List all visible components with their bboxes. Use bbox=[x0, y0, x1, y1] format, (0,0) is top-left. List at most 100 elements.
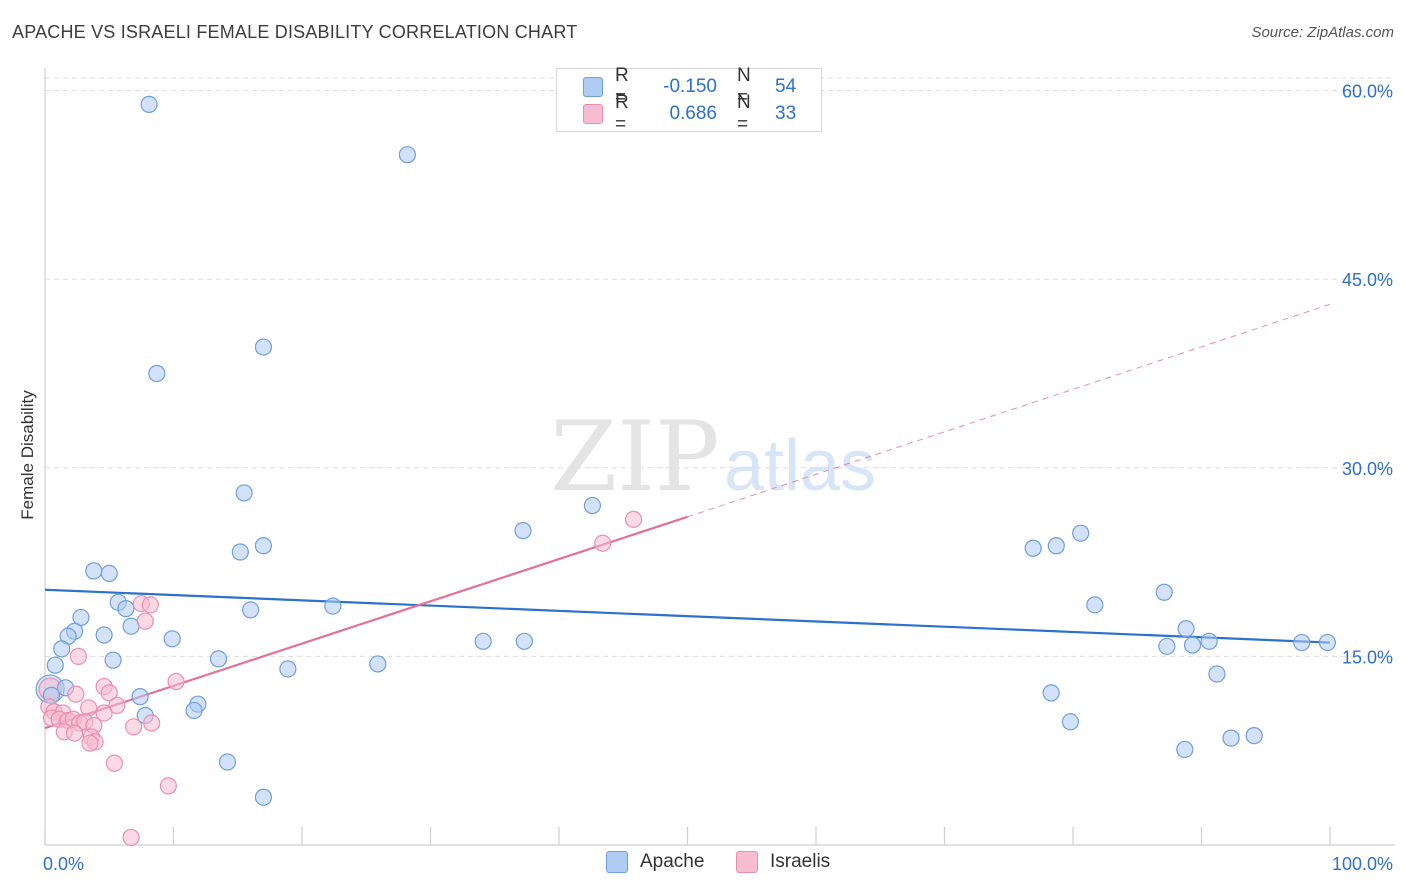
apache-point bbox=[1086, 596, 1104, 614]
correlation-legend: R = -0.150 N = 54 R = 0.686 N = 33 bbox=[556, 65, 822, 135]
israeli-point bbox=[141, 596, 159, 614]
apache-point bbox=[514, 522, 532, 540]
watermark-atlas: atlas bbox=[724, 426, 876, 506]
israeli-n-value: 33 bbox=[775, 103, 797, 124]
apache-point bbox=[324, 597, 342, 615]
legend-row-israeli: R = 0.686 N = 33 bbox=[583, 92, 797, 135]
apache-point bbox=[1222, 729, 1240, 747]
apache-point bbox=[163, 630, 181, 648]
israeli-point bbox=[69, 647, 88, 665]
apache-swatch bbox=[583, 77, 603, 97]
israeli-point bbox=[105, 754, 123, 772]
apache-point bbox=[1177, 620, 1195, 638]
apache-point bbox=[398, 146, 416, 164]
legend-row-apache: R = -0.150 N = 54 bbox=[583, 65, 797, 108]
apache-point bbox=[369, 655, 387, 673]
israeli-point bbox=[81, 734, 99, 752]
y-tick-label: 60.0% bbox=[1342, 82, 1393, 102]
apache-point bbox=[1042, 684, 1060, 702]
watermark: ZIP atlas bbox=[550, 401, 876, 513]
apache-point bbox=[515, 632, 533, 650]
israeli-point bbox=[95, 704, 113, 722]
apache-point bbox=[254, 537, 273, 555]
gridlines bbox=[45, 77, 1395, 657]
apache-trend-line bbox=[44, 588, 1331, 644]
apache-point bbox=[254, 338, 273, 356]
apache-point bbox=[1158, 637, 1176, 655]
apache-point bbox=[1293, 633, 1311, 652]
axes bbox=[44, 68, 1395, 846]
y-axis-label: Female Disability bbox=[18, 390, 37, 520]
apache-point bbox=[218, 753, 237, 771]
y-tick-label: 30.0% bbox=[1342, 459, 1393, 479]
apache-point bbox=[1176, 740, 1194, 759]
israeli-trend-extension bbox=[687, 303, 1331, 518]
apache-point bbox=[53, 640, 71, 658]
apache-point bbox=[1024, 539, 1042, 557]
israelis-legend-label: Israelis bbox=[770, 851, 831, 872]
apache-point bbox=[72, 608, 90, 627]
apache-point bbox=[1245, 727, 1263, 745]
israeli-point bbox=[122, 828, 140, 847]
apache-point bbox=[1155, 583, 1173, 601]
israeli-point bbox=[624, 510, 643, 528]
apache-point bbox=[254, 788, 273, 806]
apache-point bbox=[104, 651, 122, 669]
apache-point bbox=[1047, 537, 1065, 555]
israeli-point bbox=[65, 724, 84, 742]
israeli-point bbox=[67, 685, 85, 703]
apache-n-label: N = bbox=[737, 65, 751, 108]
israeli-r-label: R = bbox=[615, 92, 629, 135]
apache-point bbox=[46, 656, 64, 674]
apache-n-value: 54 bbox=[775, 76, 797, 97]
apache-point bbox=[131, 688, 149, 706]
israeli-point bbox=[125, 718, 143, 736]
source-credit: Source: ZipAtlas.com bbox=[1251, 24, 1394, 41]
data-points bbox=[35, 95, 1337, 847]
israeli-point bbox=[143, 714, 161, 732]
watermark-zip: ZIP bbox=[550, 401, 719, 513]
israeli-point bbox=[159, 777, 177, 795]
israelis-legend-swatch bbox=[736, 851, 758, 873]
apache-point bbox=[1183, 636, 1202, 654]
trend-lines bbox=[44, 303, 1331, 730]
apache-point bbox=[474, 632, 492, 650]
apache-point bbox=[185, 701, 203, 720]
apache-point bbox=[231, 543, 249, 561]
tick-labels: 15.0% 30.0% 45.0% 60.0% 0.0% 100.0% bbox=[43, 82, 1393, 874]
apache-point bbox=[583, 496, 602, 515]
apache-point bbox=[117, 600, 135, 618]
israeli-swatch bbox=[583, 104, 603, 124]
apache-legend-label: Apache bbox=[640, 851, 705, 872]
x-tick-label-min: 0.0% bbox=[43, 854, 84, 874]
apache-point bbox=[235, 484, 253, 502]
y-tick-label: 15.0% bbox=[1342, 647, 1393, 667]
israeli-n-label: N = bbox=[737, 92, 751, 135]
apache-point bbox=[279, 660, 297, 678]
apache-point bbox=[1072, 524, 1090, 542]
apache-point bbox=[95, 626, 113, 644]
israeli-point bbox=[136, 612, 154, 630]
apache-legend-swatch bbox=[606, 851, 628, 873]
israeli-trend-line bbox=[44, 515, 688, 730]
series-legend: Apache Israelis bbox=[0, 851, 1406, 877]
legend-item-israelis: Israelis bbox=[736, 851, 830, 873]
x-tick-label-max: 100.0% bbox=[1332, 854, 1393, 874]
apache-point bbox=[140, 95, 158, 114]
apache-point bbox=[85, 562, 103, 580]
y-tick-label: 45.0% bbox=[1342, 270, 1393, 290]
israeli-point bbox=[167, 672, 185, 691]
apache-point bbox=[1061, 713, 1080, 731]
apache-r-label: R = bbox=[615, 65, 629, 108]
apache-point bbox=[209, 650, 228, 668]
apache-point bbox=[1318, 633, 1337, 652]
chart-title: APACHE VS ISRAELI FEMALE DISABILITY CORR… bbox=[12, 22, 578, 42]
apache-point bbox=[1200, 632, 1218, 650]
apache-point bbox=[100, 564, 118, 583]
israeli-r-value: 0.686 bbox=[669, 103, 717, 124]
apache-point bbox=[242, 601, 260, 619]
israeli-point bbox=[108, 696, 126, 715]
apache-point bbox=[1208, 665, 1226, 683]
israeli-point bbox=[100, 684, 118, 702]
